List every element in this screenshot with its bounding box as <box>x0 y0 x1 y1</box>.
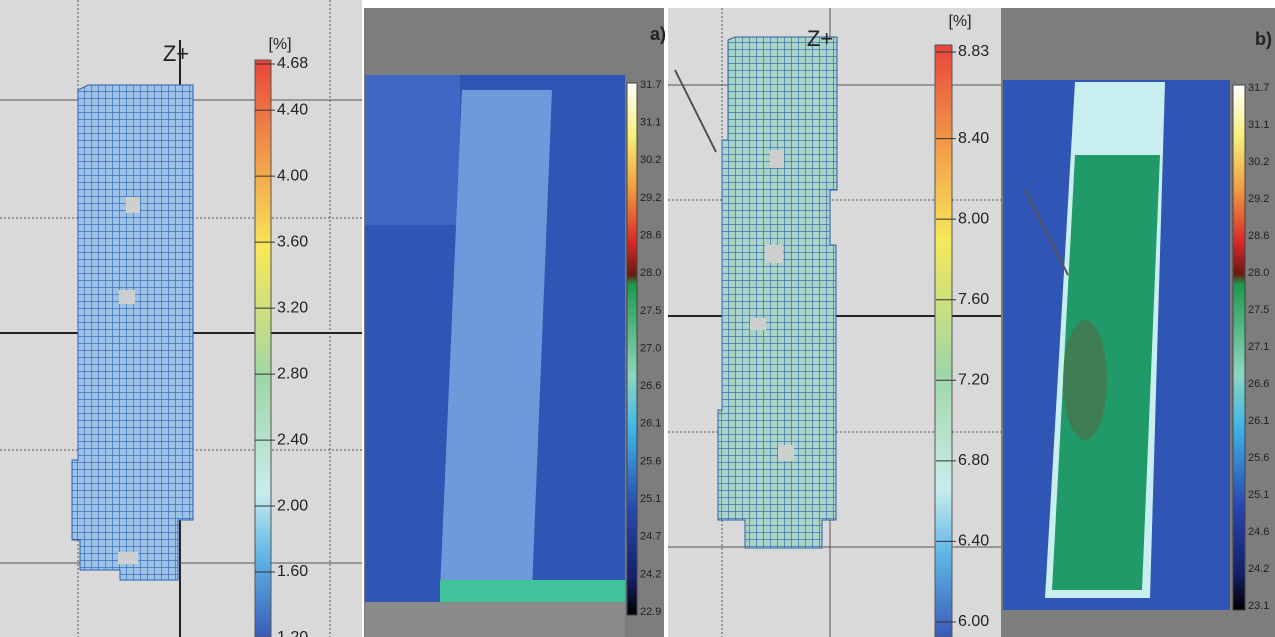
tick-label: 30.2 <box>1248 156 1269 168</box>
tick-label: 2.00 <box>277 497 308 514</box>
tick-label: 2.40 <box>277 431 308 448</box>
tick-label: 1.60 <box>277 563 308 580</box>
tick-label: 27.1 <box>1248 341 1269 353</box>
tick-label: 2.80 <box>277 365 308 382</box>
tick-label: 4.68 <box>277 55 308 72</box>
tick-label: 25.1 <box>1248 489 1269 501</box>
tick-label: 8.00 <box>958 210 989 227</box>
panel-label: b) <box>1255 29 1272 49</box>
panel-label: a) <box>650 24 666 44</box>
tick-label: 25.6 <box>1248 452 1269 464</box>
thermal-region <box>365 75 460 225</box>
unit-label: [%] <box>948 13 971 30</box>
tick-label: 31.7 <box>1248 82 1269 94</box>
tick-label: 3.20 <box>277 299 308 316</box>
tick-label: 28.0 <box>1248 267 1269 279</box>
tick-label: 26.1 <box>640 418 661 430</box>
tick-label: 30.2 <box>640 154 661 166</box>
tick-label: 7.20 <box>958 372 989 389</box>
tick-label: 28.0 <box>640 267 661 279</box>
hot-spot <box>1063 320 1107 440</box>
strain-mesh <box>72 85 193 580</box>
tick-label: 8.40 <box>958 130 989 147</box>
figure: Z+ [%] a) Z+ [%] b) 4.68 4.40 4.00 3.60 3.20… <box>0 0 1275 637</box>
tick-label: 26.1 <box>1248 415 1269 427</box>
tick-label: 23.1 <box>1248 600 1269 612</box>
tick-label: 25.1 <box>640 493 661 505</box>
tick-label: 1.20 <box>277 629 308 637</box>
colorbar <box>627 83 637 615</box>
direction-label: Z+ <box>807 26 833 51</box>
tick-label: 4.00 <box>277 167 308 184</box>
tick-label: 31.1 <box>640 117 661 129</box>
tick-label: 4.40 <box>277 101 308 118</box>
tick-label: 8.83 <box>958 43 989 60</box>
tick-label: 24.6 <box>1248 526 1269 538</box>
tick-label: 27.5 <box>1248 304 1269 316</box>
colorbar <box>935 45 952 637</box>
direction-label: Z+ <box>163 41 189 66</box>
tick-label: 6.80 <box>958 452 989 469</box>
tick-label: 6.40 <box>958 533 989 550</box>
tick-label: 27.0 <box>640 342 661 354</box>
thermal-region <box>440 580 625 602</box>
tick-label: 22.9 <box>640 606 661 618</box>
tick-label: 26.6 <box>1248 378 1269 390</box>
tick-label: 7.60 <box>958 291 989 308</box>
thermal-region <box>365 602 625 637</box>
tick-label: 24.2 <box>1248 563 1269 575</box>
tick-label: 28.6 <box>1248 230 1269 242</box>
tick-label: 26.6 <box>640 380 661 392</box>
strain-mesh <box>718 37 837 548</box>
colorbar <box>255 60 271 637</box>
tick-label: 29.2 <box>640 192 661 204</box>
tick-label: 25.6 <box>640 455 661 467</box>
tick-label: 24.7 <box>640 531 661 543</box>
colorbar <box>1233 85 1245 610</box>
tick-label: 29.2 <box>1248 193 1269 205</box>
tick-label: 6.00 <box>958 613 989 630</box>
unit-label: [%] <box>268 36 291 53</box>
tick-label: 24.2 <box>640 568 661 580</box>
tick-label: 27.5 <box>640 305 661 317</box>
tick-label: 31.1 <box>1248 119 1269 131</box>
tick-label: 3.60 <box>277 233 308 250</box>
tick-label: 28.6 <box>640 229 661 241</box>
tick-label: 31.7 <box>640 79 661 91</box>
